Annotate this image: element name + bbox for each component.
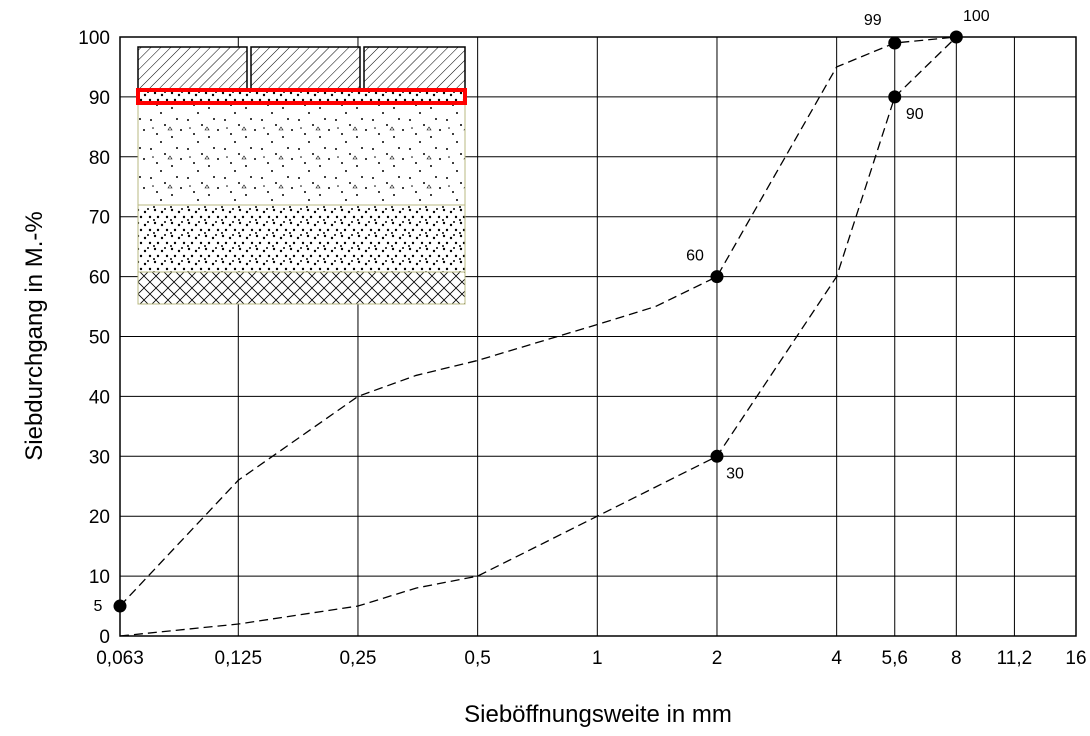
y-tick-label: 90 xyxy=(89,88,110,109)
x-tick-label: 11,2 xyxy=(997,648,1033,669)
y-tick-label: 20 xyxy=(89,507,110,528)
y-tick-label: 40 xyxy=(89,387,110,408)
y-axis-title: Siebdurchgang in M.-% xyxy=(21,211,48,460)
x-tick-label: 4 xyxy=(831,648,842,669)
x-tick-label: 0,063 xyxy=(96,648,144,669)
data-label: 30 xyxy=(726,465,744,482)
y-tick-label: 10 xyxy=(89,567,110,588)
data-label: 100 xyxy=(963,8,990,25)
y-tick-label: 80 xyxy=(89,148,110,169)
y-tick-label: 30 xyxy=(89,447,110,468)
marker xyxy=(710,449,724,463)
grading-curve xyxy=(119,36,957,637)
x-tick-label: 0,25 xyxy=(339,648,376,669)
data-label: 99 xyxy=(864,12,882,29)
y-tick-label: 60 xyxy=(89,268,110,289)
x-tick-label: 8 xyxy=(951,648,962,669)
y-tick-label: 50 xyxy=(89,328,110,349)
y-tick-label: 100 xyxy=(78,28,110,49)
x-axis-title: Sieböffnungsweite in mm xyxy=(464,701,732,728)
data-label: 90 xyxy=(906,106,924,123)
x-tick-label: 0,5 xyxy=(464,648,490,669)
x-tick-label: 16 xyxy=(1065,648,1086,669)
data-label: 60 xyxy=(686,248,704,265)
marker xyxy=(113,599,127,613)
marker xyxy=(710,270,724,284)
pavement-illustration xyxy=(136,46,467,305)
marker xyxy=(949,30,963,44)
grading-curve xyxy=(119,36,957,607)
x-tick-label: 0,125 xyxy=(215,648,263,669)
plot-frame xyxy=(119,36,1077,637)
y-tick-label: 70 xyxy=(89,208,110,229)
x-tick-label: 5,6 xyxy=(882,648,908,669)
x-tick-label: 1 xyxy=(592,648,603,669)
data-label: 5 xyxy=(94,598,103,615)
y-tick-label: 0 xyxy=(99,627,110,648)
marker xyxy=(888,36,902,50)
x-tick-label: 2 xyxy=(712,648,723,669)
marker xyxy=(888,90,902,104)
